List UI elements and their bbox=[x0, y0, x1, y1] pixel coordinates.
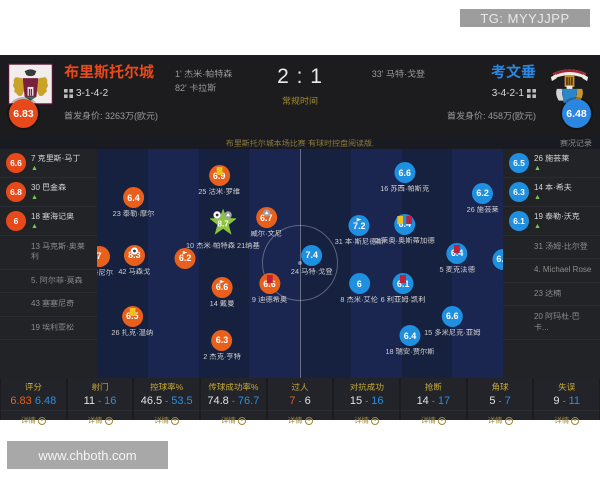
svg-text:8.7: 8.7 bbox=[217, 219, 229, 228]
